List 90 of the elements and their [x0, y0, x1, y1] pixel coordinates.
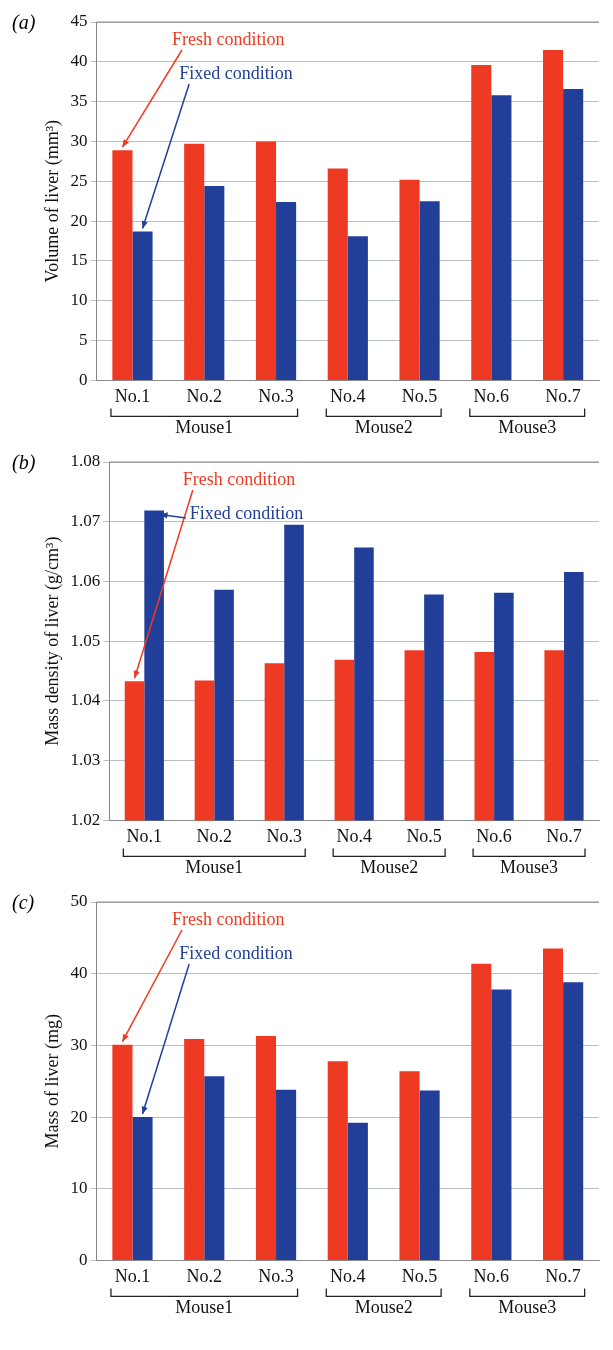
x-tick-label: No.4 [330, 1265, 366, 1286]
text: Mouse2 [360, 857, 419, 878]
x-tick-label: No.2 [196, 825, 233, 846]
text: Mouse3 [498, 417, 557, 438]
y-tick-label: 25 [70, 170, 88, 190]
x-tick-label: No.2 [186, 385, 223, 406]
bar [471, 65, 492, 380]
y-tick-label: 40 [70, 963, 88, 983]
y-tick-label: 10 [70, 290, 88, 310]
bar [419, 201, 440, 380]
bar [255, 141, 277, 380]
text: Mouse3 [498, 1297, 557, 1318]
chart-title: (b) [12, 451, 36, 475]
text: Fixed condition [179, 62, 293, 83]
chart-title: (a) [12, 11, 36, 35]
x-tick-label: No.7 [545, 385, 581, 406]
bar [132, 1117, 153, 1260]
bar [491, 95, 512, 380]
bar [347, 236, 368, 380]
x-tick-label: No.3 [258, 385, 294, 406]
bar [543, 948, 564, 1260]
x-tick-label: No.7 [546, 825, 582, 846]
bar [184, 1038, 205, 1260]
y-tick-label: 5 [79, 330, 88, 350]
y-tick-label: 1.03 [70, 750, 101, 770]
bar [276, 1089, 297, 1260]
x-tick-label: No.6 [473, 385, 510, 406]
y-tick-label: 35 [70, 91, 88, 111]
bar [255, 1036, 277, 1260]
bar [563, 982, 584, 1260]
bar [399, 179, 420, 380]
chart-title: (c) [12, 891, 35, 915]
y-tick-label: 1.06 [70, 570, 101, 590]
y-tick-label: 0 [79, 1249, 88, 1269]
bar [204, 1076, 225, 1260]
y-tick-label: 30 [70, 1034, 88, 1054]
text: Fresh condition [171, 28, 285, 49]
x-tick-label: No.4 [330, 385, 366, 406]
bar [543, 49, 564, 380]
y-axis-title: Volume of liver (mm³) [41, 119, 63, 283]
x-tick-label: No.1 [114, 385, 151, 406]
y-tick-label: 0 [79, 369, 88, 389]
bar [276, 202, 297, 380]
y-tick-label: 1.05 [70, 630, 101, 650]
x-tick-label: No.3 [258, 1265, 294, 1286]
y-tick-label: 45 [70, 11, 88, 31]
y-tick-label: 1.08 [70, 451, 101, 471]
bar [204, 186, 225, 380]
text: Fresh condition [171, 908, 285, 929]
text: Mouse2 [354, 417, 413, 438]
bar [491, 989, 512, 1260]
y-tick-label: 50 [70, 891, 88, 911]
y-tick-label: 20 [70, 1106, 88, 1126]
bar [471, 963, 492, 1260]
text: Fixed condition [179, 942, 293, 963]
y-tick-label: 1.07 [70, 511, 101, 531]
text: Mouse1 [175, 417, 234, 438]
y-tick-label: 15 [70, 250, 88, 270]
y-tick-label: 30 [70, 130, 88, 150]
bar [184, 143, 205, 380]
y-tick-label: 1.04 [70, 690, 101, 710]
y-tick-label: 40 [70, 51, 88, 71]
y-axis-title: Mass density of liver (g/cm³) [41, 536, 63, 746]
x-tick-label: No.5 [401, 1265, 438, 1286]
bar [327, 168, 348, 380]
y-tick-label: 1.02 [70, 809, 101, 829]
bar [419, 1090, 440, 1260]
bar [327, 1061, 348, 1260]
bar [563, 88, 584, 380]
x-tick-label: No.6 [473, 1265, 510, 1286]
x-tick-label: No.5 [401, 385, 438, 406]
x-tick-label: No.1 [114, 1265, 151, 1286]
text: Mouse1 [175, 1297, 234, 1318]
y-tick-label: 20 [70, 210, 88, 230]
legend-label: Fixed condition [189, 502, 304, 523]
y-tick-label: 10 [70, 1178, 88, 1198]
bar [347, 1122, 368, 1260]
x-tick-label: No.5 [406, 825, 442, 846]
y-axis-title: Mass of liver (mg) [41, 1013, 63, 1149]
x-tick-label: No.3 [266, 825, 302, 846]
text: Mouse1 [185, 857, 244, 878]
text: Mouse3 [500, 857, 559, 878]
bar [399, 1071, 420, 1260]
x-tick-label: No.6 [476, 825, 512, 846]
x-tick-label: No.1 [126, 825, 163, 846]
text: Mouse2 [354, 1297, 413, 1318]
x-tick-label: No.7 [545, 1265, 581, 1286]
text: Fresh condition [182, 468, 296, 489]
x-tick-label: No.2 [186, 1265, 223, 1286]
x-tick-label: No.4 [336, 825, 372, 846]
